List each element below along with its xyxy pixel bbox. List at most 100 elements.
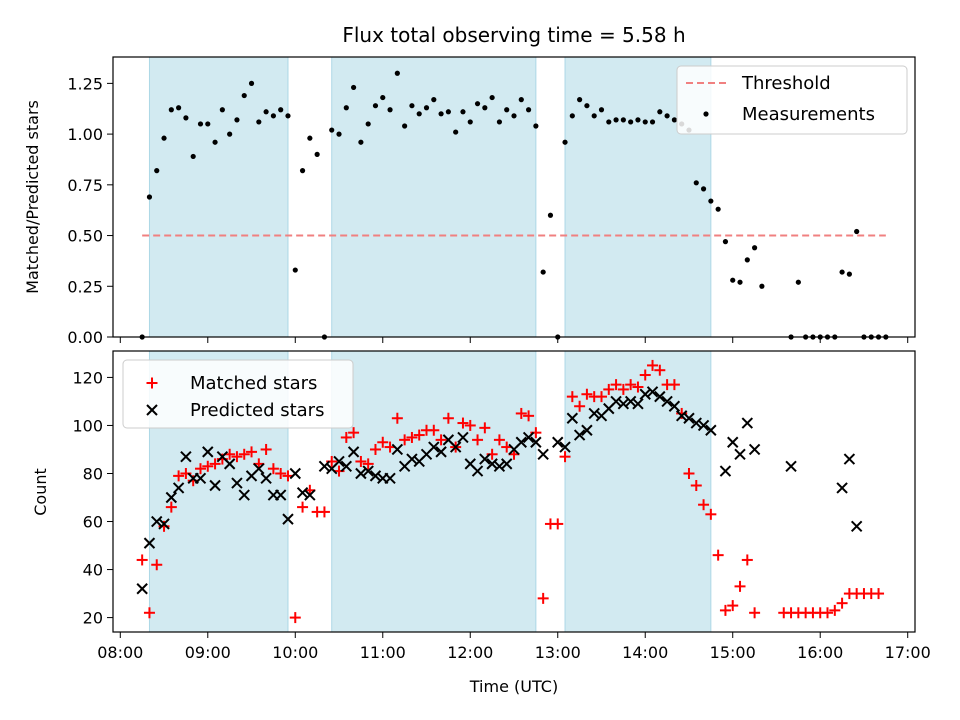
matched-star-point bbox=[275, 467, 287, 479]
matched-star-point bbox=[581, 388, 593, 400]
predicted-star-point bbox=[734, 448, 746, 460]
matched-star-point bbox=[566, 391, 578, 403]
predicted-star-point bbox=[501, 458, 513, 470]
matched-star-point bbox=[457, 417, 469, 429]
legend-measurements-label: Measurements bbox=[742, 104, 875, 125]
matched-star-point bbox=[406, 431, 418, 443]
predicted-star-point bbox=[741, 417, 754, 429]
predicted-star-point bbox=[683, 412, 695, 424]
matched-star-point bbox=[749, 607, 761, 619]
x-tick-label: 10:00 bbox=[272, 643, 318, 662]
measurement-point bbox=[664, 113, 670, 119]
measurement-point bbox=[205, 121, 211, 127]
matched-star-point bbox=[435, 434, 447, 446]
predicted-star-point bbox=[748, 443, 761, 456]
measurement-point bbox=[577, 97, 583, 103]
matched-star-point bbox=[143, 607, 155, 619]
measurement-point bbox=[387, 107, 393, 113]
predicted-star-point bbox=[719, 465, 732, 477]
matched-star-point bbox=[690, 479, 702, 491]
predicted-star-point bbox=[843, 453, 856, 465]
predicted-star-point bbox=[690, 417, 702, 429]
bottom-shaded-interval bbox=[564, 350, 712, 633]
matched-star-point bbox=[464, 419, 476, 431]
measurement-point bbox=[598, 107, 605, 113]
measurement-point bbox=[467, 119, 473, 125]
measurement-point bbox=[154, 168, 160, 174]
measurement-point bbox=[613, 117, 619, 123]
matched-star-point bbox=[136, 554, 148, 566]
top-legend: Threshold Measurements bbox=[676, 65, 908, 135]
x-tick-label: 08:00 bbox=[97, 643, 143, 662]
bottom-shaded-interval bbox=[331, 350, 537, 633]
predicted-star-point bbox=[537, 448, 549, 460]
predicted-star-point bbox=[675, 410, 688, 422]
matched-star-point bbox=[231, 451, 243, 463]
legend-measurements-swatch bbox=[703, 111, 709, 117]
measurement-point bbox=[722, 239, 729, 245]
predicted-star-point bbox=[727, 436, 739, 448]
predicted-star-point bbox=[333, 455, 345, 468]
matched-star-point bbox=[822, 607, 834, 619]
predicted-star-point bbox=[151, 515, 163, 528]
predicted-star-point bbox=[566, 412, 579, 424]
measurement-point bbox=[715, 206, 721, 212]
matched-star-point bbox=[595, 391, 607, 403]
matched-star-point bbox=[355, 455, 367, 467]
x-tick-label: 12:00 bbox=[447, 643, 493, 662]
predicted-star-point bbox=[362, 465, 374, 477]
matched-star-point bbox=[194, 463, 206, 475]
measurement-point bbox=[241, 92, 247, 99]
measurement-point bbox=[343, 105, 349, 111]
measurement-point bbox=[197, 121, 204, 127]
matched-star-point bbox=[647, 359, 659, 371]
measurement-point bbox=[248, 80, 255, 86]
measurement-point bbox=[278, 107, 284, 113]
matched-star-point bbox=[559, 451, 571, 463]
predicted-star-point bbox=[479, 453, 491, 465]
x-tick-label: 15:00 bbox=[710, 643, 756, 662]
measurement-point bbox=[402, 123, 408, 129]
measurement-point bbox=[693, 180, 699, 186]
predicted-star-point bbox=[369, 470, 382, 482]
matched-star-point bbox=[552, 518, 564, 530]
matched-star-point bbox=[267, 463, 279, 475]
matched-star-point bbox=[362, 458, 374, 470]
predicted-star-point bbox=[340, 460, 353, 472]
predicted-star-point bbox=[136, 583, 148, 595]
predicted-star-point bbox=[209, 479, 221, 492]
measurement-point bbox=[489, 94, 495, 101]
matched-star-point bbox=[173, 470, 185, 482]
measurement-point bbox=[307, 135, 313, 141]
legend-threshold-label: Threshold bbox=[741, 73, 831, 94]
measurement-point bbox=[533, 123, 539, 129]
measurement-point bbox=[190, 153, 196, 160]
measurement-point bbox=[708, 198, 714, 204]
measurement-point bbox=[511, 113, 517, 119]
predicted-star-point bbox=[617, 398, 630, 410]
measurement-point bbox=[562, 139, 568, 145]
measurement-point bbox=[795, 279, 801, 285]
legend-matched-label: Matched stars bbox=[190, 373, 317, 394]
measurement-point bbox=[161, 135, 167, 141]
predicted-star-point bbox=[639, 388, 651, 400]
matched-star-point bbox=[318, 506, 330, 518]
matched-star-point bbox=[413, 429, 425, 441]
matched-star-point bbox=[165, 501, 177, 513]
matched-star-point bbox=[712, 549, 724, 561]
measurement-point bbox=[358, 139, 364, 145]
matched-star-point bbox=[209, 458, 221, 470]
predicted-star-point bbox=[355, 467, 367, 480]
measurement-point bbox=[329, 127, 335, 133]
top-shaded-interval bbox=[148, 56, 289, 338]
matched-star-point bbox=[873, 588, 885, 600]
predicted-star-point bbox=[836, 482, 848, 494]
predicted-star-point bbox=[238, 489, 250, 501]
measurement-point bbox=[314, 151, 320, 157]
measurement-point bbox=[423, 105, 430, 111]
predicted-star-point bbox=[260, 472, 272, 484]
predicted-star-point bbox=[588, 407, 600, 420]
predicted-star-point bbox=[202, 446, 214, 458]
measurement-point bbox=[336, 131, 342, 137]
matched-star-point bbox=[574, 400, 586, 412]
